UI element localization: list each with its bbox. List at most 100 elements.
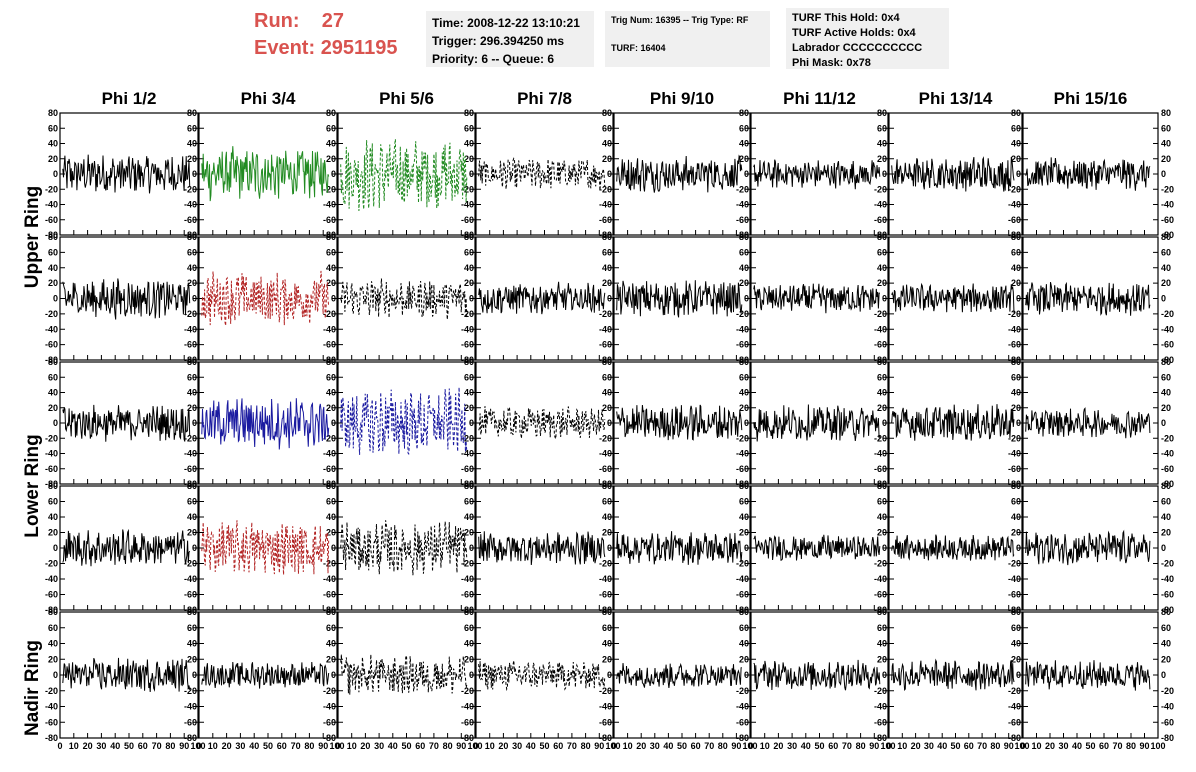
x-tick-label: 30	[650, 741, 660, 751]
column-label-4: Phi 7/8	[517, 89, 572, 108]
y-tick-label: 60	[48, 497, 58, 507]
waveform-series-r4-c5	[616, 531, 743, 565]
y-tick-label: 40	[48, 263, 58, 273]
y-tick-label-right: -80	[184, 605, 197, 615]
waveform-series-r3-c6	[753, 404, 881, 442]
y-tick-label-right: -20	[736, 433, 749, 443]
y-tick-label-right: 80	[464, 108, 474, 118]
y-tick-label-right: -60	[461, 340, 474, 350]
run-value: 27	[321, 10, 345, 32]
y-tick-label-right: -40	[461, 449, 474, 459]
y-tick-label-right: -40	[1008, 324, 1021, 334]
y-tick-label-right: -80	[599, 479, 612, 489]
y-tick-label-right: -80	[599, 605, 612, 615]
y-tick-label-right: 80	[187, 481, 197, 491]
x-tick-label: 0	[886, 741, 891, 751]
waveform-series-r4-c4	[478, 531, 606, 566]
y-tick-label-right: 40	[739, 139, 749, 149]
y-tick-label-right: 0	[1161, 543, 1166, 553]
y-tick-label-right: 0	[882, 169, 887, 179]
y-tick-label-right: -80	[323, 355, 336, 365]
y-tick-label-right: -40	[1008, 449, 1021, 459]
y-tick-label-right: -20	[323, 184, 336, 194]
y-tick-label-right: -60	[1008, 215, 1021, 225]
y-tick-label: 80	[48, 108, 58, 118]
panel-frame-r4-c8	[1022, 485, 1159, 611]
x-tick-label: 10	[897, 741, 907, 751]
x-tick-label: 30	[924, 741, 934, 751]
y-tick-label-right: -80	[1161, 733, 1174, 743]
y-tick-label-right: 60	[1161, 372, 1171, 382]
turf-line: TURF: 16404	[611, 43, 666, 53]
waveform-series-r4-c3	[340, 520, 468, 576]
y-tick-label-right: -60	[736, 590, 749, 600]
x-tick-label: 0	[611, 741, 616, 751]
y-tick-label-right: -40	[874, 702, 887, 712]
x-tick-label: 40	[937, 741, 947, 751]
y-tick-label-right: -20	[461, 309, 474, 319]
y-tick-label: 40	[48, 639, 58, 649]
y-tick-label-right: -80	[736, 605, 749, 615]
y-tick-label-right: 60	[739, 497, 749, 507]
y-tick-label: -20	[45, 184, 58, 194]
y-tick-label-right: 40	[877, 639, 887, 649]
y-tick-label-right: -40	[736, 702, 749, 712]
x-tick-label: 40	[110, 741, 120, 751]
y-tick-label: 0	[53, 418, 58, 428]
y-tick-label-right: -60	[874, 464, 887, 474]
y-tick-label-right: -40	[1161, 200, 1174, 210]
y-tick-label: -40	[45, 702, 58, 712]
x-tick-label: 50	[950, 741, 960, 751]
y-tick-label-right: -40	[461, 574, 474, 584]
y-tick-label-right: 20	[464, 528, 474, 538]
y-tick-label-right: 60	[602, 247, 612, 257]
y-tick-label-right: -80	[1008, 733, 1021, 743]
y-tick-label-right: 20	[326, 154, 336, 164]
y-tick-label-right: 60	[739, 123, 749, 133]
x-tick-label: 80	[165, 741, 175, 751]
y-tick-label-right: -40	[461, 324, 474, 334]
y-tick-label-right: 20	[1161, 654, 1171, 664]
y-tick-label-right: -40	[599, 574, 612, 584]
y-tick-label: -80	[45, 605, 58, 615]
y-tick-label-right: 0	[607, 543, 612, 553]
waveform-series-r4-c8	[1025, 529, 1151, 566]
x-tick-label: 0	[335, 741, 340, 751]
y-tick-label-right: 80	[877, 357, 887, 367]
waveform-series-r3-c5	[616, 404, 743, 441]
waveform-series-r2-c1	[62, 278, 191, 320]
waveform-series-r5-c1	[62, 657, 191, 693]
x-tick-label: 40	[801, 741, 811, 751]
y-tick-label-right: 60	[602, 123, 612, 133]
x-tick-label: 10	[69, 741, 79, 751]
y-tick-label-right: 20	[187, 278, 197, 288]
column-label-5: Phi 9/10	[650, 89, 714, 108]
y-tick-label-right: 80	[464, 607, 474, 617]
ring-label-3: Nadir Ring	[22, 640, 43, 736]
y-tick-label-right: -20	[1161, 433, 1174, 443]
x-tick-label: 60	[415, 741, 425, 751]
y-tick-label: 80	[48, 232, 58, 242]
y-tick-label-right: -40	[736, 324, 749, 334]
y-tick-label-right: 80	[187, 607, 197, 617]
y-tick-label-right: 60	[187, 497, 197, 507]
y-tick-label-right: -60	[184, 340, 197, 350]
y-tick-label-right: 0	[331, 169, 336, 179]
y-tick-label-right: -80	[599, 230, 612, 240]
x-tick-label: 30	[1058, 741, 1068, 751]
x-tick-label: 70	[842, 741, 852, 751]
waveform-series-r3-c8	[1025, 407, 1151, 439]
y-tick-label-right: 60	[187, 247, 197, 257]
y-tick-label: -80	[45, 230, 58, 240]
waveform-series-r5-c3	[340, 654, 468, 695]
x-tick-label: 80	[581, 741, 591, 751]
y-tick-label-right: 20	[602, 528, 612, 538]
y-tick-label-right: 40	[326, 263, 336, 273]
y-tick-label-right: -80	[1008, 479, 1021, 489]
y-tick-label-right: 80	[739, 232, 749, 242]
y-tick-label-right: -20	[1008, 433, 1021, 443]
y-tick-label-right: -60	[1161, 590, 1174, 600]
waveform-series-r5-c5	[616, 662, 742, 688]
y-tick-label-right: 20	[187, 654, 197, 664]
